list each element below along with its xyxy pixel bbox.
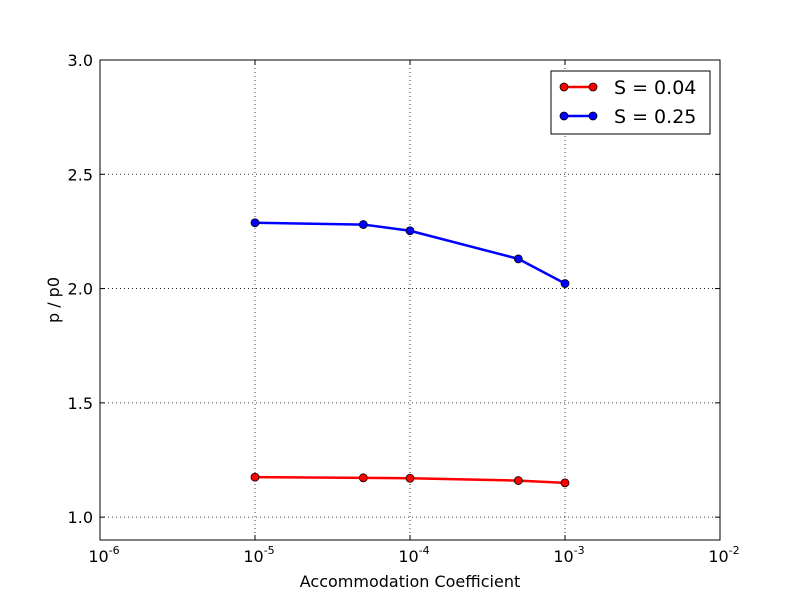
y-tick-label: 2.0 <box>68 280 93 299</box>
data-point <box>513 476 523 485</box>
x-tick-label: 10-2 <box>708 544 739 566</box>
x-tick-exponent: -4 <box>419 544 430 557</box>
x-tick-base: 10 <box>88 547 108 566</box>
series-1 <box>250 218 570 288</box>
data-point <box>560 478 570 488</box>
y-tick-label: 1.5 <box>68 394 93 413</box>
legend-marker <box>559 82 569 92</box>
data-point <box>358 473 368 483</box>
legend-marker <box>559 111 569 121</box>
x-tick-exponent: -5 <box>264 544 275 557</box>
data-point <box>405 226 415 236</box>
legend-marker <box>588 82 598 92</box>
x-tick-exponent: -3 <box>574 544 585 557</box>
grid <box>100 60 720 540</box>
x-axis-title: Accommodation Coefficient <box>300 572 520 591</box>
y-tick-label: 1.0 <box>68 508 93 527</box>
legend: S = 0.04 S = 0.25 <box>550 70 711 135</box>
x-tick-label: 10-4 <box>398 544 429 566</box>
legend-marker <box>588 111 598 121</box>
legend-label: S = 0.25 <box>614 106 696 128</box>
y-tick-label: 3.0 <box>68 51 93 70</box>
x-tick-exponent: -6 <box>109 544 120 557</box>
x-tick-base: 10 <box>708 547 728 566</box>
x-tick-base: 10 <box>553 547 573 566</box>
x-tick-base: 10 <box>243 547 263 566</box>
legend-label: S = 0.04 <box>614 77 696 99</box>
ticks: 10-6 10-5 10-4 10-3 10-21.01.52.02.53.0 <box>68 51 740 566</box>
series-0 <box>250 472 570 488</box>
data-point <box>405 473 415 483</box>
x-tick-label: 10-6 <box>88 544 119 566</box>
legend-box <box>550 70 711 135</box>
legend-item: S = 0.04 <box>559 77 696 99</box>
legend-item: S = 0.25 <box>559 106 696 128</box>
data-point <box>358 220 368 229</box>
y-axis-title: p / p0 <box>44 277 63 323</box>
x-tick-label: 10-5 <box>243 544 274 566</box>
x-tick-exponent: -2 <box>729 544 740 557</box>
data-point <box>513 254 523 264</box>
x-tick-label: 10-3 <box>553 544 584 566</box>
y-tick-label: 2.5 <box>68 165 93 184</box>
x-tick-base: 10 <box>398 547 418 566</box>
data-point <box>560 279 570 288</box>
series-layer <box>250 218 570 488</box>
data-point <box>250 218 260 228</box>
data-point <box>250 472 260 482</box>
